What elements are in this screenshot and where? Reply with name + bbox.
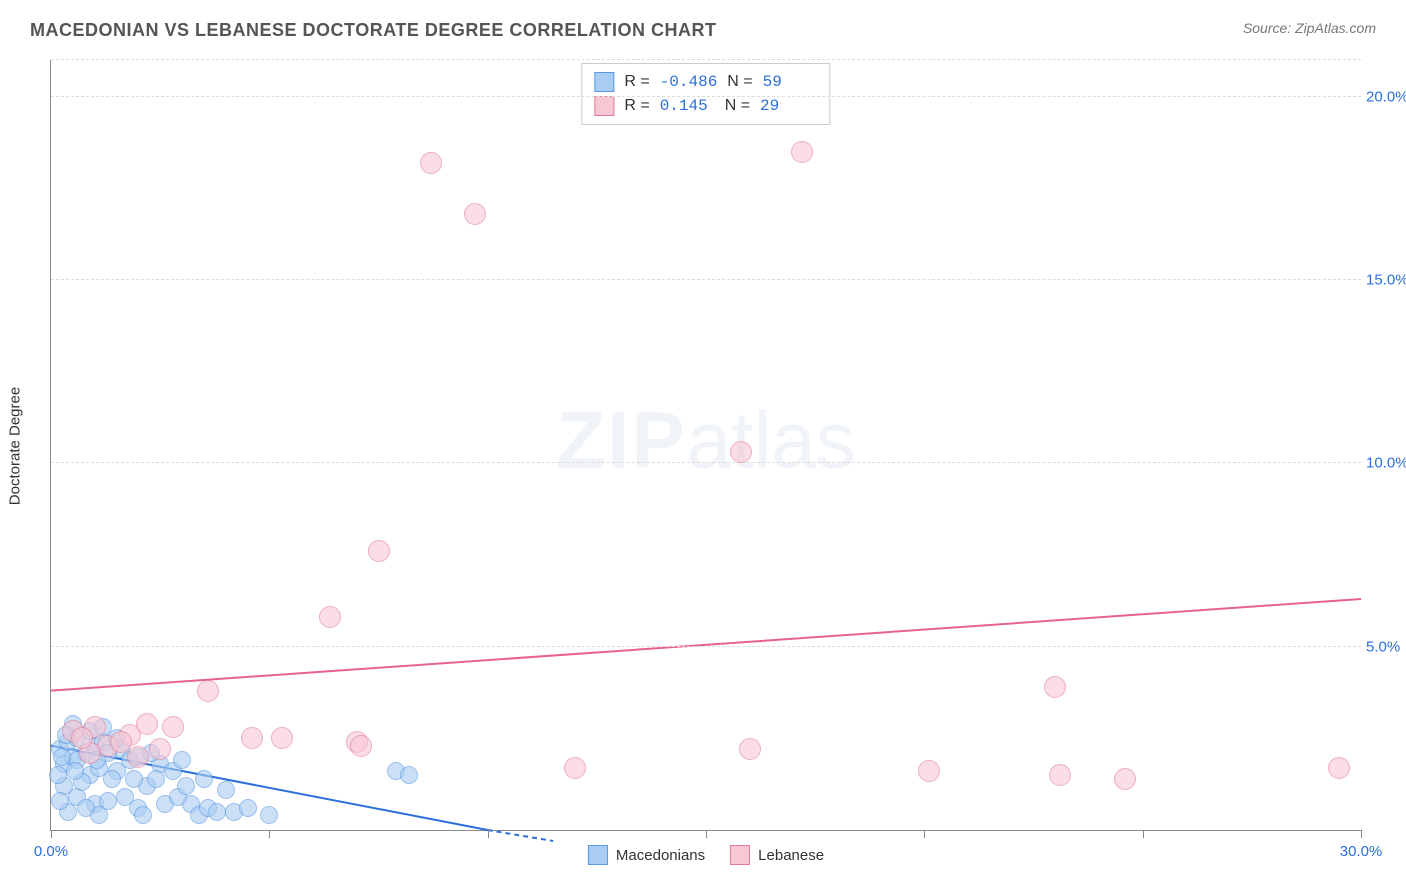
- macedonians-point: [239, 799, 257, 817]
- macedonians-point: [177, 777, 195, 795]
- legend-item: Lebanese: [730, 845, 824, 865]
- y-axis-label: Doctorate Degree: [7, 387, 24, 505]
- y-tick-label: 20.0%: [1366, 88, 1406, 105]
- macedonians-point: [125, 770, 143, 788]
- x-tick: [269, 830, 270, 838]
- macedonians-point: [147, 770, 165, 788]
- stats-swatch: [594, 96, 614, 116]
- legend-swatch: [588, 845, 608, 865]
- y-tick-label: 10.0%: [1366, 455, 1406, 472]
- lebanese-point: [564, 757, 586, 779]
- n-value: 59: [763, 73, 818, 91]
- y-tick-label: 5.0%: [1366, 638, 1406, 655]
- gridline: [51, 646, 1361, 647]
- macedonians-point: [66, 762, 84, 780]
- r-label: R =: [624, 97, 649, 115]
- x-tick: [488, 830, 489, 838]
- x-tick: [1361, 830, 1362, 838]
- correlation-stats-box: R = -0.486 N = 59 R = 0.145 N = 29: [581, 63, 830, 125]
- lebanese-point: [739, 738, 761, 760]
- macedonians-point: [53, 748, 71, 766]
- legend-item: Macedonians: [588, 845, 705, 865]
- x-tick: [51, 830, 52, 838]
- source-attribution: Source: ZipAtlas.com: [1243, 20, 1376, 36]
- lebanese-point: [319, 606, 341, 628]
- trend-lines-layer: [51, 60, 1361, 830]
- macedonians-point: [51, 792, 69, 810]
- macedonians-point: [49, 766, 67, 784]
- x-tick-label: 0.0%: [34, 843, 68, 860]
- n-label: N =: [727, 73, 752, 91]
- legend-swatch: [730, 845, 750, 865]
- lebanese-point: [1328, 757, 1350, 779]
- gridline: [51, 462, 1361, 463]
- macedonians-point: [260, 806, 278, 824]
- lebanese-point: [368, 540, 390, 562]
- stats-row: R = -0.486 N = 59: [594, 70, 817, 94]
- lebanese-point: [162, 716, 184, 738]
- lebanese-point: [791, 141, 813, 163]
- macedonians-point: [116, 788, 134, 806]
- lebanese-point: [420, 152, 442, 174]
- lebanese-point: [241, 727, 263, 749]
- scatter-plot-area: ZIPatlas R =-0.486N =59R = 0.145N =29 5.…: [50, 60, 1361, 831]
- r-value: 0.145: [660, 97, 715, 115]
- lebanese-point: [136, 713, 158, 735]
- x-tick: [1143, 830, 1144, 838]
- macedonians-point: [134, 806, 152, 824]
- lebanese-point: [350, 735, 372, 757]
- macedonians-point: [217, 781, 235, 799]
- gridline: [51, 96, 1361, 97]
- x-tick: [706, 830, 707, 838]
- macedonians-point: [195, 770, 213, 788]
- macedonians-point: [400, 766, 418, 784]
- x-tick: [924, 830, 925, 838]
- lebanese-point: [730, 441, 752, 463]
- macedonians-point: [103, 770, 121, 788]
- lebanese-point: [464, 203, 486, 225]
- lebanese-point: [71, 727, 93, 749]
- legend: Macedonians Lebanese: [588, 845, 824, 865]
- macedonians-point: [173, 751, 191, 769]
- lebanese-point: [271, 727, 293, 749]
- gridline: [51, 279, 1361, 280]
- lebanese-point: [918, 760, 940, 782]
- lebanese-point: [1114, 768, 1136, 790]
- macedonians-point: [208, 803, 226, 821]
- r-value: -0.486: [660, 73, 718, 91]
- y-tick-label: 15.0%: [1366, 272, 1406, 289]
- lebanese-point: [1044, 676, 1066, 698]
- n-label: N =: [725, 97, 750, 115]
- macedonians-point: [77, 799, 95, 817]
- chart-title: MACEDONIAN VS LEBANESE DOCTORATE DEGREE …: [30, 20, 717, 40]
- lebanese-point: [1049, 764, 1071, 786]
- r-label: R =: [624, 73, 649, 91]
- gridline: [51, 59, 1361, 60]
- lebanese-point: [127, 746, 149, 768]
- x-tick-label: 30.0%: [1340, 843, 1383, 860]
- stats-swatch: [594, 72, 614, 92]
- legend-label: Lebanese: [758, 847, 824, 864]
- legend-label: Macedonians: [616, 847, 705, 864]
- stats-row: R = 0.145 N = 29: [594, 94, 817, 118]
- lebanese-point: [197, 680, 219, 702]
- watermark: ZIPatlas: [556, 394, 855, 486]
- lebanese-point: [149, 738, 171, 760]
- n-value: 29: [760, 97, 815, 115]
